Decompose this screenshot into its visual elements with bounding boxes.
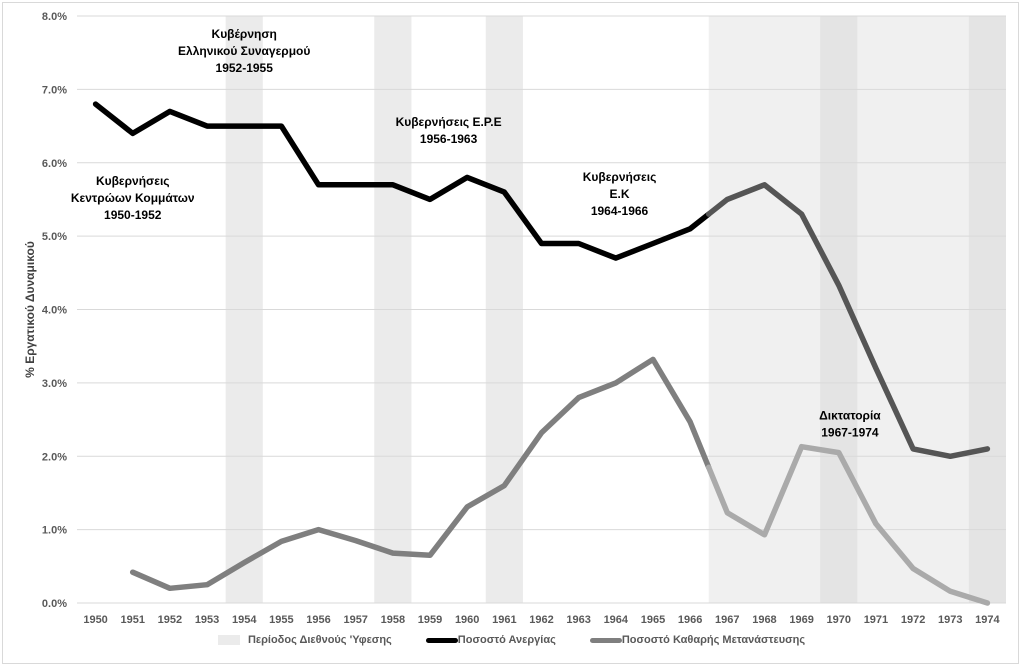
- legend-item-unemployment: Ποσοστό Ανεργίας: [425, 634, 556, 646]
- x-tick-label: 1956: [306, 614, 330, 626]
- line-chart: 0.0% 1.0% 2.0% 3.0% 4.0% 5.0% 6.0% 7.0% 8.0% 1950…: [23, 11, 1006, 626]
- legend-label-emigration: Ποσοστό Καθαρής Μετανάστευσης: [621, 634, 806, 646]
- x-tick-label: 1965: [641, 614, 665, 626]
- annotation-2-line: Κυβερνήσεις Ε.Ρ.Ε: [396, 115, 502, 129]
- x-tick-label: 1967: [715, 614, 739, 626]
- y-tick-label: 1.0%: [42, 525, 67, 537]
- x-tick-label: 1968: [752, 614, 776, 626]
- y-tick-label: 8.0%: [42, 11, 67, 23]
- y-tick-label: 6.0%: [42, 158, 67, 170]
- annotation-4-line: Δικτατορία: [819, 409, 881, 423]
- legend-swatch-unemployment: [425, 637, 458, 643]
- annotation-1-line: Κυβέρνηση: [212, 27, 277, 41]
- x-tick-label: 1959: [418, 614, 442, 626]
- y-tick-label: 3.0%: [42, 378, 67, 390]
- legend: Περίοδος Διεθνούς 'Υφεσης Ποσοστό Ανεργί…: [0, 634, 1023, 646]
- x-tick-label: 1972: [901, 614, 925, 626]
- x-tick-label: 1951: [120, 614, 144, 626]
- series-emigration-line-dictatorship: [705, 443, 991, 606]
- legend-label-recession: Περίοδος Διεθνούς 'Υφεσης: [247, 634, 392, 646]
- x-tick-label: 1950: [83, 614, 107, 626]
- annotation-0-line: Κεντρώων Κομμάτων: [71, 191, 195, 205]
- annotation-1-line: 1952-1955: [216, 61, 274, 75]
- legend-label-unemployment: Ποσοστό Ανεργίας: [457, 634, 556, 646]
- x-tick-label: 1971: [864, 614, 888, 626]
- annotation-0-line: 1950-1952: [104, 208, 162, 222]
- y-tick-label: 2.0%: [42, 451, 67, 463]
- x-tick-label: 1962: [529, 614, 553, 626]
- x-tick-label: 1973: [938, 614, 962, 626]
- legend-item-recession: Περίοδος Διεθνούς 'Υφεσης: [217, 634, 392, 646]
- annotation-1-line: Ελληνικού Συναγερμού: [178, 44, 310, 58]
- annotation-0-line: Κυβερνήσεις: [96, 174, 170, 188]
- x-tick-label: 1961: [492, 614, 516, 626]
- y-tick-label: 5.0%: [42, 231, 67, 243]
- x-tick-label: 1970: [827, 614, 851, 626]
- x-tick-label: 1953: [195, 614, 219, 626]
- annotation-4-line: 1967-1974: [821, 426, 879, 440]
- x-tick-label: 1955: [269, 614, 293, 626]
- x-tick-label: 1958: [381, 614, 405, 626]
- x-tick-label: 1954: [232, 614, 257, 626]
- legend-swatch-recession: [217, 635, 240, 645]
- annotation-3-line: 1964-1966: [591, 204, 649, 218]
- series-unemployment-line: [92, 101, 712, 261]
- y-axis-label: % Εργατικού Δυναμικού: [23, 241, 37, 378]
- y-tick-label: 4.0%: [42, 305, 67, 317]
- legend-item-emigration: Ποσοστό Καθαρής Μετανάστευσης: [589, 634, 806, 646]
- annotation-2-line: 1956-1963: [420, 132, 478, 146]
- annotation-3-line: Κυβερνήσεις: [583, 170, 657, 184]
- x-tick-label: 1974: [975, 614, 1000, 626]
- y-tick-label: 0.0%: [42, 598, 67, 610]
- series-unemployment-line-dictatorship: [705, 182, 991, 460]
- x-tick-label: 1960: [455, 614, 479, 626]
- x-tick-label: 1963: [566, 614, 590, 626]
- y-tick-label: 7.0%: [42, 84, 67, 96]
- x-tick-label: 1952: [158, 614, 182, 626]
- legend-swatch-emigration: [589, 637, 622, 643]
- x-tick-label: 1957: [343, 614, 367, 626]
- x-tick-label: 1964: [604, 614, 629, 626]
- annotation-3-line: Ε.Κ: [610, 187, 630, 201]
- x-tick-label: 1969: [789, 614, 813, 626]
- x-tick-label: 1966: [678, 614, 702, 626]
- series-emigration-line: [129, 356, 712, 592]
